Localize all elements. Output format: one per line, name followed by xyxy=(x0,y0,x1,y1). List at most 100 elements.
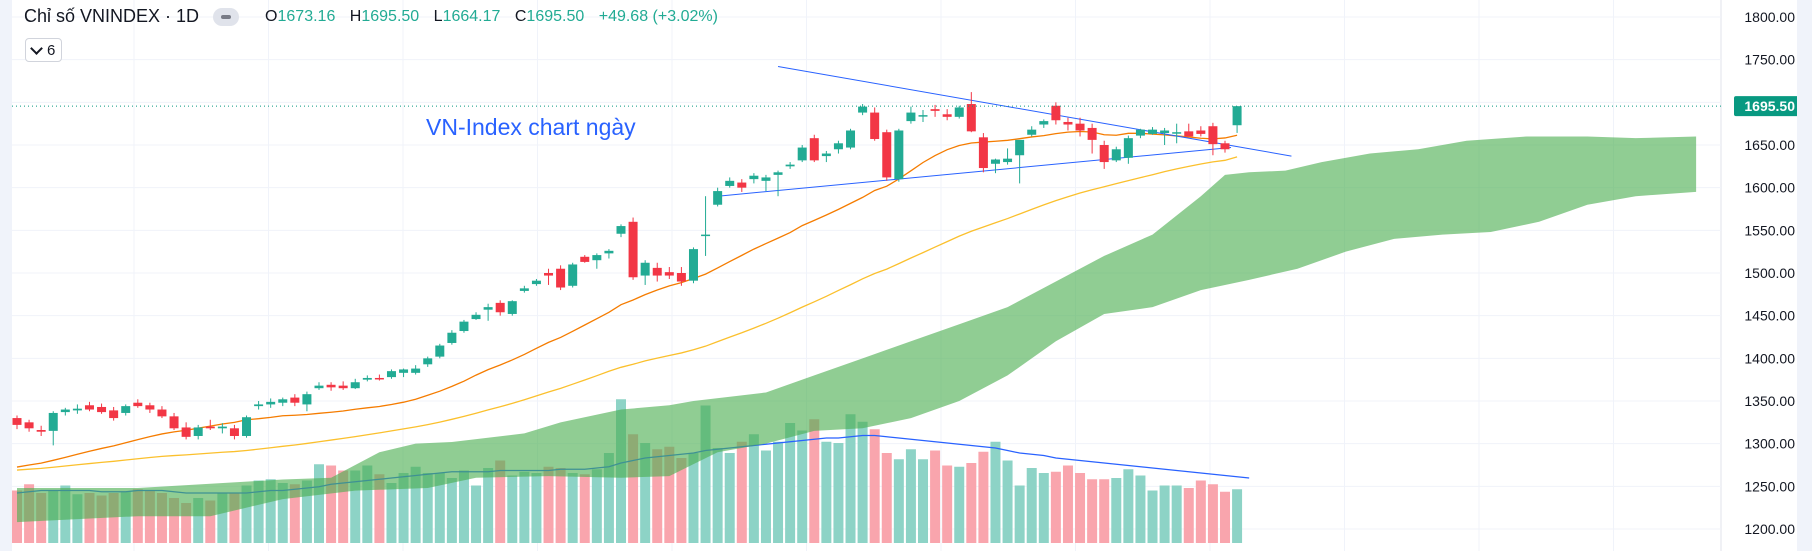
volume-bar xyxy=(1014,485,1025,543)
open-value: 1673.16 xyxy=(277,7,336,25)
candle-body xyxy=(761,177,771,181)
candle-body xyxy=(906,112,916,122)
volume-bar xyxy=(567,473,578,543)
indicator-count: 6 xyxy=(47,41,56,59)
volume-bar xyxy=(205,500,216,543)
volume-bar xyxy=(1195,480,1206,543)
candle-body xyxy=(374,377,384,380)
volume-bar xyxy=(410,466,421,543)
volume-bar xyxy=(277,483,288,543)
symbol-title[interactable]: Chỉ số VNINDEX · 1D xyxy=(24,6,200,26)
volume-bar xyxy=(942,465,953,543)
volume-bar xyxy=(785,423,796,543)
candle-body xyxy=(556,268,566,288)
volume-bar xyxy=(181,503,192,543)
candle-body xyxy=(1208,126,1218,145)
open-label: O xyxy=(265,7,278,25)
y-tick-label: 1400.00 xyxy=(1744,350,1795,366)
candle-body xyxy=(1196,130,1206,134)
candle-body xyxy=(435,345,445,357)
y-tick-label: 1250.00 xyxy=(1744,478,1795,494)
candle-body xyxy=(1148,129,1158,134)
candle-body xyxy=(84,405,94,410)
candle-body xyxy=(471,314,481,320)
chevron-down-icon xyxy=(30,41,43,55)
candle-body xyxy=(36,430,46,432)
volume-bar xyxy=(434,473,445,543)
last-price-label: 1695.50 xyxy=(1744,98,1795,114)
y-tick-label: 1500.00 xyxy=(1744,265,1795,281)
candle-body xyxy=(338,385,348,389)
candle-body xyxy=(507,301,517,314)
candle-body xyxy=(72,408,82,411)
candle-body xyxy=(1063,121,1073,125)
indicators-collapse-button[interactable]: 6 xyxy=(25,38,63,62)
y-tick-label: 1450.00 xyxy=(1744,308,1795,324)
candle-body xyxy=(97,406,107,413)
ma-slow-line xyxy=(16,156,1238,471)
upper-trendline xyxy=(777,66,1292,157)
candle-body xyxy=(133,402,143,407)
candle-body xyxy=(664,272,674,276)
candle-body xyxy=(447,332,457,343)
candle-body xyxy=(362,377,372,380)
volume-bar xyxy=(628,434,639,543)
volume-bar xyxy=(857,421,868,543)
candle-body xyxy=(109,410,119,419)
y-tick-label: 1800.00 xyxy=(1744,9,1795,25)
volume-bar xyxy=(555,468,566,543)
candle-body xyxy=(1075,123,1085,131)
candle-body xyxy=(350,382,360,389)
candle-body xyxy=(1087,127,1097,140)
volume-bar xyxy=(748,434,759,543)
settings-toggle-icon[interactable] xyxy=(213,7,240,26)
chart-header: Chỉ số VNINDEX · 1D O1673.16 H1695.50 L1… xyxy=(24,6,718,27)
candle-body xyxy=(169,416,179,429)
candle-body xyxy=(145,405,155,410)
candle-body xyxy=(1135,129,1145,136)
volume-bar xyxy=(1087,479,1098,543)
candle-body xyxy=(411,368,421,373)
y-tick-label: 1200.00 xyxy=(1744,521,1795,537)
candle-body xyxy=(870,112,880,140)
candle-body xyxy=(918,115,928,117)
candle-body xyxy=(809,138,819,161)
volume-bar xyxy=(881,453,892,543)
candle-body xyxy=(942,114,952,117)
volume-bar xyxy=(869,429,880,543)
candle-body xyxy=(302,394,312,405)
volume-bar xyxy=(326,465,337,543)
volume-bar xyxy=(217,493,228,543)
ichimoku-cloud xyxy=(17,136,1697,523)
y-tick-label: 1650.00 xyxy=(1744,137,1795,153)
right-panel-edge xyxy=(1797,0,1812,551)
volume-bar xyxy=(543,466,554,543)
candle-body xyxy=(725,180,735,186)
volume-bar xyxy=(736,441,747,543)
candle-body xyxy=(604,250,614,254)
volume-bar xyxy=(1002,460,1013,543)
volume-bar xyxy=(905,449,916,543)
candle-body xyxy=(1232,106,1242,126)
chart-annotation: VN-Index chart ngày xyxy=(426,114,636,140)
volume-bar xyxy=(1038,473,1049,543)
volume-bar xyxy=(1099,479,1110,543)
volume-bar xyxy=(120,491,131,543)
volume-bar xyxy=(1050,471,1061,543)
volume-bar xyxy=(483,468,494,543)
candle-body xyxy=(568,264,578,286)
candle-body xyxy=(1051,105,1061,121)
volume-bar xyxy=(471,485,482,543)
candle-body xyxy=(954,107,964,117)
volume-bar xyxy=(664,446,675,543)
volume-bar xyxy=(1111,478,1122,543)
candle-body xyxy=(749,175,759,180)
candle-body xyxy=(797,147,807,161)
volume-bar xyxy=(531,473,542,543)
volume-bar xyxy=(96,495,107,543)
candle-body xyxy=(1111,149,1121,161)
candle-body xyxy=(229,428,239,436)
volume-bar xyxy=(954,466,965,543)
volume-bar xyxy=(676,458,687,543)
